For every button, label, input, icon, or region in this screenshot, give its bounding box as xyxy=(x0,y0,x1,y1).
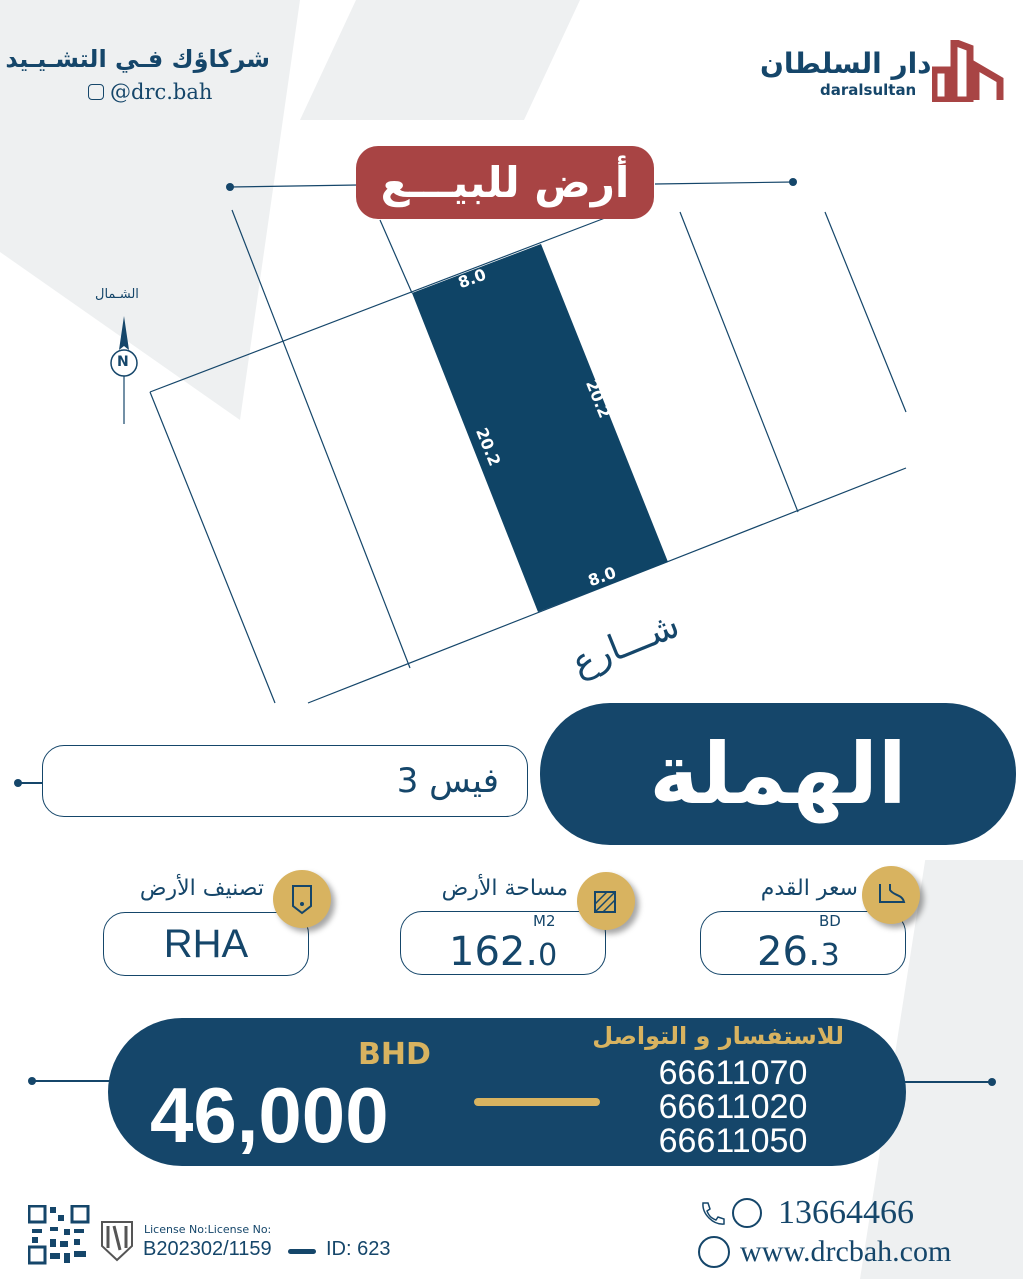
qr-code-icon[interactable] xyxy=(28,1205,90,1265)
whatsapp-icon xyxy=(732,1198,762,1228)
spec-value: 26.3 xyxy=(757,929,840,975)
license-number: B202302/1159 xyxy=(143,1238,272,1260)
spec-value: 162.0 xyxy=(449,929,558,975)
listing-id: ID: 623 xyxy=(326,1238,391,1260)
unit: M2 xyxy=(533,912,556,930)
contact-phone[interactable]: 66611050 xyxy=(658,1122,808,1160)
license-crest-icon xyxy=(101,1221,133,1262)
spec-box-area: M2 162.0 xyxy=(400,911,606,975)
divider xyxy=(474,1098,600,1106)
contact-phones: 66611070 66611020 66611050 xyxy=(638,1056,828,1158)
street-line xyxy=(307,467,907,704)
instagram-handle[interactable]: @drc.bah xyxy=(88,80,212,104)
land-plot-highlight xyxy=(412,244,668,612)
phone-icon xyxy=(702,1202,725,1225)
website-link[interactable]: www.drcbah.com xyxy=(740,1235,952,1268)
instagram-icon xyxy=(88,84,104,100)
slogan: شركاؤك فـي التشـيـيد xyxy=(5,45,270,73)
spec-label-price-per-foot: سعر القدم xyxy=(760,876,858,901)
price-banner: BHD 46,000 للاستفسار و التواصل 66611070 … xyxy=(108,1018,906,1166)
unit: BD xyxy=(819,912,841,930)
globe-icon xyxy=(698,1236,730,1268)
parcel-line xyxy=(231,209,411,669)
brand-name-en: daralsultan xyxy=(820,81,917,99)
footer-phone[interactable]: 13664466 xyxy=(778,1194,914,1231)
brand-name-ar: دار السلطان xyxy=(760,47,932,80)
land-tag-icon xyxy=(273,870,331,928)
spec-label-area: مساحة الأرض xyxy=(441,876,568,901)
brand-logo-icon xyxy=(932,40,1004,102)
price-amount: 46,000 xyxy=(150,1071,389,1159)
title-connector-left xyxy=(229,184,359,188)
plot-map xyxy=(110,178,907,704)
spec-label-classification: تصنيف الأرض xyxy=(139,876,264,901)
area-icon xyxy=(577,872,635,930)
contact-phone[interactable]: 66611070 xyxy=(658,1054,808,1092)
phase-field: فيس 3 xyxy=(42,745,528,817)
for-sale-badge: أرض للبيـــع xyxy=(356,146,654,219)
title-connector-right xyxy=(654,181,794,185)
foot-icon xyxy=(862,866,920,924)
contact-phone[interactable]: 66611020 xyxy=(658,1088,808,1126)
north-label: الشـمال xyxy=(95,287,139,302)
area-name-banner: الهملة xyxy=(540,703,1016,845)
block-boundary-top xyxy=(149,217,606,393)
north-letter: N xyxy=(117,354,129,370)
spec-box-classification: RHA xyxy=(103,912,309,976)
instagram-text: @drc.bah xyxy=(110,80,213,104)
spec-box-price-per-foot: BD 26.3 xyxy=(700,911,906,975)
parcel-line xyxy=(149,391,276,704)
north-arrow-icon xyxy=(119,316,129,350)
divider xyxy=(288,1249,316,1254)
price-currency: BHD xyxy=(358,1037,431,1072)
parcel-line xyxy=(679,211,799,513)
parcel-line xyxy=(824,211,907,413)
license-label: License No:License No: xyxy=(144,1223,272,1236)
parcel-line xyxy=(379,219,413,294)
contact-heading: للاستفسار و التواصل xyxy=(592,1022,844,1050)
